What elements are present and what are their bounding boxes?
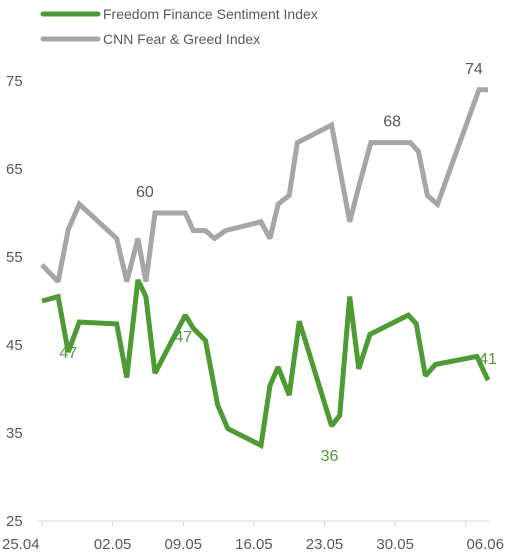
y-tick-label: 65 (6, 161, 23, 178)
y-tick-label: 75 (6, 73, 23, 90)
legend: Freedom Finance Sentiment Index CNN Fear… (40, 6, 318, 47)
x-tick-label: 09.05 (164, 536, 202, 553)
y-tick-label: 55 (6, 249, 23, 266)
x-tick-label: 06.06 (466, 536, 504, 553)
data-label: 60 (136, 184, 154, 201)
x-axis: 25.04 02.05 09.05 16.05 23.05 30.05 06.06 (2, 521, 504, 553)
data-label: 47 (59, 345, 77, 362)
y-tick-label: 35 (6, 425, 23, 442)
x-tick-label: 16.05 (235, 536, 273, 553)
series-line-cnn (40, 87, 488, 284)
x-tick-label: 25.04 (2, 536, 40, 553)
y-tick-label: 25 (6, 513, 23, 530)
x-tick-label: 23.05 (306, 536, 344, 553)
series-line-freedom (41, 278, 491, 450)
data-labels: 47 47 36 41 60 68 74 (59, 61, 497, 465)
x-tick-label: 02.05 (94, 536, 132, 553)
legend-label-cnn: CNN Fear & Greed Index (103, 31, 260, 47)
data-label: 36 (321, 448, 339, 465)
data-label: 74 (465, 61, 483, 78)
x-tick-label: 30.05 (376, 536, 414, 553)
legend-label-freedom: Freedom Finance Sentiment Index (103, 6, 318, 22)
data-label: 47 (174, 329, 192, 346)
y-axis: 25 35 45 55 65 75 (6, 73, 23, 530)
series-lines (40, 87, 491, 450)
y-tick-label: 45 (6, 337, 23, 354)
data-label: 68 (383, 114, 401, 131)
data-label: 41 (479, 351, 497, 368)
